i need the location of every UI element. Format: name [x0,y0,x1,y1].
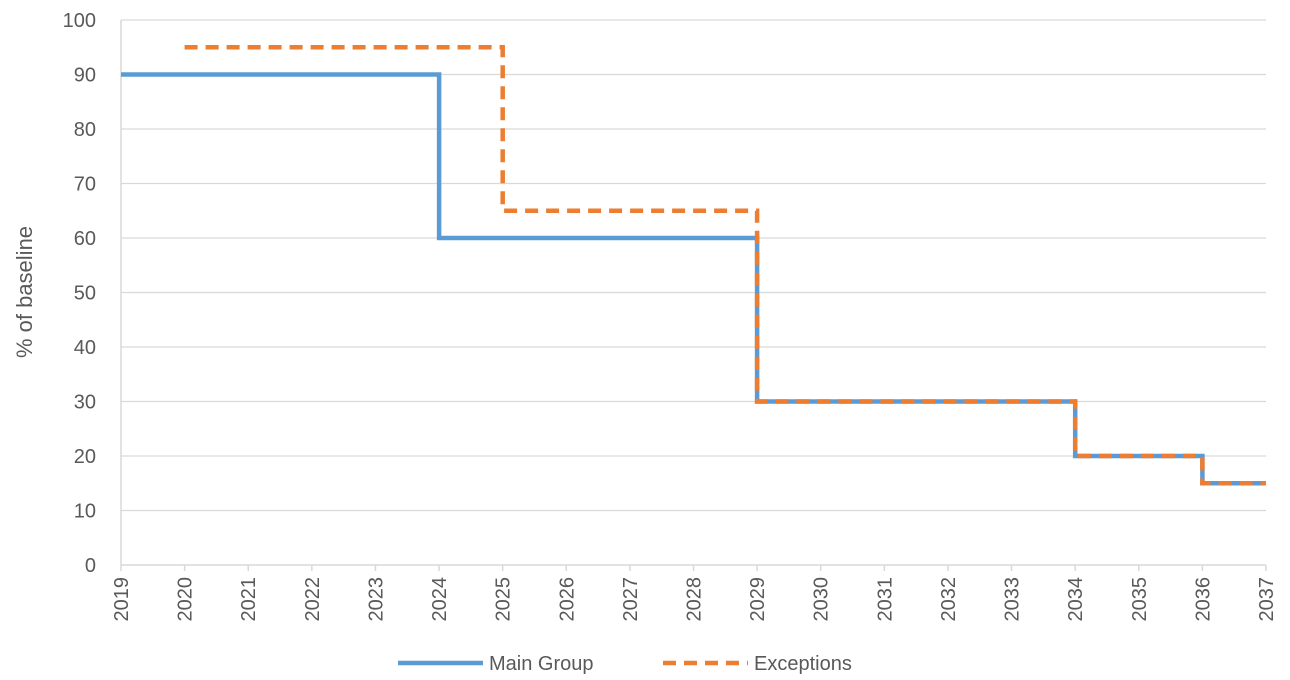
series [121,45,1266,486]
series-line-exceptions [184,45,1266,486]
gridlines [121,19,1266,512]
y-tick-label: 30 [74,392,96,414]
x-tick-label: 2032 [938,577,960,622]
y-axis-title: % of baseline [12,226,37,358]
x-tick-label: 2035 [1129,577,1151,622]
x-tick-label: 2025 [493,577,515,622]
y-tick-labels: 0 10 20 30 40 50 60 70 80 90 100 [63,10,96,577]
y-tick-label: 20 [74,446,96,468]
x-tick-label: 2019 [111,577,133,622]
y-tick-label: 90 [74,65,96,87]
x-tick-labels: 2019 2020 2021 2022 2023 2024 2025 2026 2027 2028… [111,565,1278,622]
x-tick-label: 2037 [1256,577,1278,622]
y-tick-label: 0 [85,555,96,577]
legend-label-main-group: Main Group [489,653,594,675]
x-tick-label: 2033 [1002,577,1024,622]
x-tick-label: 2031 [874,577,896,622]
y-tick-label: 80 [74,119,96,141]
y-tick-label: 100 [63,10,96,32]
x-tick-label: 2021 [238,577,260,622]
x-tick-label: 2028 [684,577,706,622]
x-tick-label: 2029 [747,577,769,622]
y-tick-label: 50 [74,283,96,305]
x-tick-label: 2022 [302,577,324,622]
x-tick-label: 2027 [620,577,642,622]
x-tick-label: 2034 [1065,577,1087,622]
legend-label-exceptions: Exceptions [754,653,852,675]
legend-item-main-group: Main Group [398,653,594,675]
x-tick-label: 2020 [175,577,197,622]
legend-item-exceptions: Exceptions [663,653,852,675]
y-tick-label: 10 [74,501,96,523]
x-tick-label: 2036 [1192,577,1214,622]
x-tick-label: 2023 [365,577,387,622]
x-tick-label: 2030 [811,577,833,622]
x-tick-label: 2026 [556,577,578,622]
y-tick-label: 70 [74,174,96,196]
y-tick-label: 40 [74,337,96,359]
series-line-main-group [121,72,1266,486]
x-tick-label: 2024 [429,577,451,622]
legend: Main Group Exceptions [398,653,852,675]
y-tick-label: 60 [74,228,96,250]
